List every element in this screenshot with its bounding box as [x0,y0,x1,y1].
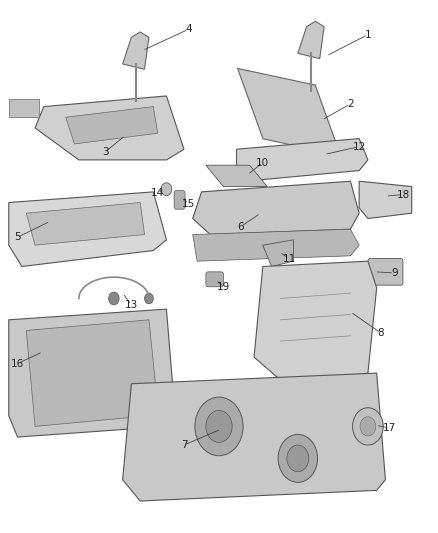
Polygon shape [237,68,341,156]
Text: 18: 18 [396,190,410,199]
Text: 7: 7 [180,440,187,450]
Polygon shape [35,96,184,160]
Circle shape [206,410,232,442]
Polygon shape [193,229,359,261]
Text: 17: 17 [383,423,396,433]
Text: 10: 10 [256,158,269,167]
Text: 4: 4 [185,25,192,34]
Polygon shape [26,203,145,245]
Polygon shape [263,240,293,266]
Polygon shape [237,139,368,181]
Polygon shape [123,32,149,69]
Text: 19: 19 [217,282,230,292]
Text: 12: 12 [353,142,366,151]
Polygon shape [9,309,175,437]
Circle shape [145,293,153,304]
Polygon shape [26,320,158,426]
Circle shape [360,417,376,436]
Polygon shape [298,21,324,59]
Text: 8: 8 [378,328,385,338]
FancyBboxPatch shape [206,272,223,287]
Text: 15: 15 [182,199,195,208]
Polygon shape [9,99,39,117]
Text: 16: 16 [11,359,24,368]
Circle shape [109,292,119,305]
Polygon shape [66,107,158,144]
Text: 3: 3 [102,147,109,157]
Text: 14: 14 [151,188,164,198]
Text: 6: 6 [237,222,244,231]
Circle shape [195,397,243,456]
Polygon shape [123,373,385,501]
Polygon shape [9,192,166,266]
Circle shape [353,408,383,445]
Text: 5: 5 [14,232,21,242]
Circle shape [287,445,309,472]
Text: 1: 1 [364,30,371,39]
Polygon shape [193,181,359,235]
Text: 2: 2 [347,99,354,109]
Circle shape [161,183,172,196]
Text: 9: 9 [391,268,398,278]
Text: 11: 11 [283,254,296,263]
Polygon shape [206,165,267,187]
Polygon shape [359,181,412,219]
FancyBboxPatch shape [368,259,403,285]
FancyBboxPatch shape [174,190,185,209]
Circle shape [278,434,318,482]
Text: 13: 13 [125,300,138,310]
Polygon shape [254,261,377,384]
